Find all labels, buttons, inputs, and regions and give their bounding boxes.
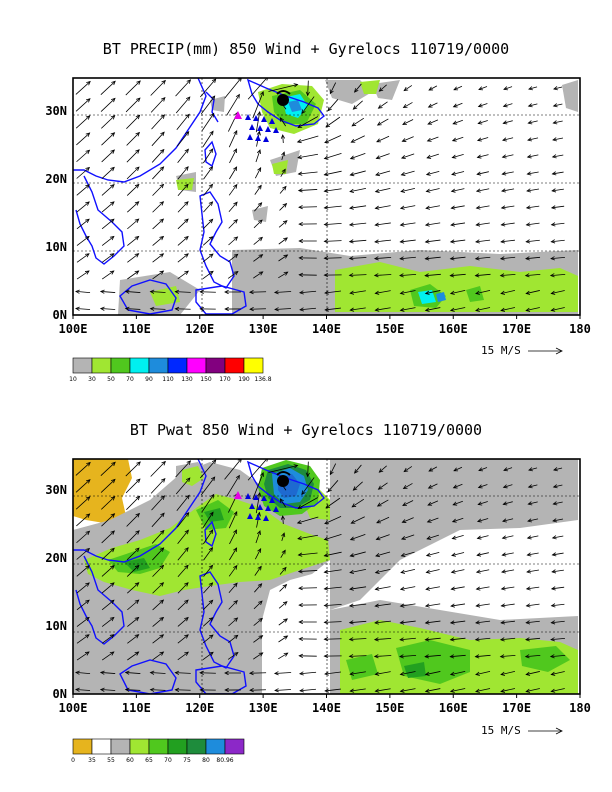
precip-y-tick-label: 30N xyxy=(45,104,67,118)
precip-axis-labels: 100E 110E 120E 130E 140E 150E 160E 170E 180 0N 10N… xyxy=(45,104,591,336)
pwat-y-tick-label: 0N xyxy=(53,687,67,701)
pwat-field xyxy=(73,459,580,694)
pwat-colorbar: 0 35 55 60 65 70 75 80 80.96 xyxy=(71,738,245,764)
precip-colorbar-label: 130 xyxy=(181,376,193,383)
precip-colorbar-label: 30 xyxy=(88,376,96,383)
pwat-vector-scale: 15 M/S xyxy=(481,724,563,737)
precip-colorbar-swatch xyxy=(148,357,169,374)
pwat-x-tick-label: 140E xyxy=(312,701,341,715)
precip-colorbar-swatch xyxy=(186,357,207,374)
precip-colorbar: 10 30 50 70 90 110 130 150 170 190 136.8 xyxy=(69,357,272,383)
precip-colorbar-label: 150 xyxy=(200,376,212,383)
precip-colorbar-swatch xyxy=(167,357,188,374)
pwat-colorbar-swatch xyxy=(186,738,207,755)
precip-colorbar-label: 110 xyxy=(162,376,174,383)
precip-gyre-markers xyxy=(234,90,291,142)
precip-vector-scale: 15 M/S xyxy=(481,344,563,357)
precip-colorbar-swatch xyxy=(205,357,226,374)
pwat-map-panel xyxy=(72,458,581,695)
pwat-colorbar-label: 75 xyxy=(183,757,191,764)
precip-x-tick-label: 150E xyxy=(375,322,404,336)
pwat-colorbar-swatch xyxy=(205,738,226,755)
pwat-colorbar-label: 55 xyxy=(107,757,115,764)
pwat-colorbar-label: 60 xyxy=(126,757,134,764)
pwat-colorbar-swatch xyxy=(224,738,245,755)
precip-y-tick-label: 20N xyxy=(45,172,67,186)
pwat-colorbar-label: 65 xyxy=(145,757,153,764)
pwat-x-tick-label: 110E xyxy=(122,701,151,715)
precip-x-tick-label: 180 xyxy=(569,322,591,336)
pwat-colorbar-swatch xyxy=(167,738,188,755)
precip-field xyxy=(73,78,580,315)
precip-colorbar-label: 190 xyxy=(238,376,250,383)
pwat-colorbar-swatch xyxy=(72,738,93,755)
pwat-x-tick-label: 170E xyxy=(502,701,531,715)
precip-x-tick-label: 160E xyxy=(439,322,468,336)
precip-colorbar-swatch xyxy=(224,357,245,374)
pwat-gyre-markers xyxy=(234,471,291,521)
pwat-colorbar-label: 80 xyxy=(202,757,210,764)
pwat-x-tick-label: 120E xyxy=(185,701,214,715)
precip-x-tick-label: 130E xyxy=(249,322,278,336)
precip-x-tick-label: 100E xyxy=(59,322,88,336)
pwat-axis-labels: 100E 110E 120E 130E 140E 150E 160E 170E 180 0N 10N… xyxy=(45,483,591,715)
precip-vector-scale-label: 15 M/S xyxy=(481,344,521,357)
pwat-colorbar-label: 80.96 xyxy=(216,757,233,764)
precip-colorbar-label: 70 xyxy=(126,376,134,383)
precip-y-tick-label: 0N xyxy=(53,308,67,322)
pwat-x-tick-label: 130E xyxy=(249,701,278,715)
precip-x-tick-label: 120E xyxy=(185,322,214,336)
precip-colorbar-swatch xyxy=(243,357,264,374)
pwat-y-tick-label: 20N xyxy=(45,551,67,565)
pwat-wind-vectors xyxy=(75,459,566,693)
pwat-x-tick-label: 160E xyxy=(439,701,468,715)
pwat-x-tick-label: 100E xyxy=(59,701,88,715)
panel-title-pwat: BT Pwat 850 Wind + Gyrelocs 110719/0000 xyxy=(129,421,483,439)
precip-x-tick-label: 110E xyxy=(122,322,151,336)
precip-colorbar-label: 136.8 xyxy=(254,376,271,383)
pwat-vector-scale-label: 15 M/S xyxy=(481,724,521,737)
pwat-y-tick-label: 10N xyxy=(45,619,67,633)
pwat-x-tick-label: 180 xyxy=(569,701,591,715)
precip-colorbar-label: 170 xyxy=(219,376,231,383)
precip-colorbar-label: 90 xyxy=(145,376,153,383)
panel-title-precip: BT PRECIP(mm) 850 Wind + Gyrelocs 110719… xyxy=(102,40,510,58)
precip-colorbar-swatch xyxy=(129,357,150,374)
precip-colorbar-swatch xyxy=(110,357,131,374)
pwat-colorbar-label: 35 xyxy=(88,757,96,764)
precip-wind-vectors xyxy=(75,78,566,312)
precip-colorbar-swatch xyxy=(91,357,112,374)
precip-x-tick-label: 170E xyxy=(502,322,531,336)
precip-colorbar-swatch xyxy=(72,357,93,374)
precip-colorbar-label: 10 xyxy=(69,376,77,383)
pwat-colorbar-swatch xyxy=(148,738,169,755)
pwat-x-tick-label: 150E xyxy=(375,701,404,715)
precip-map-panel xyxy=(72,77,581,316)
pwat-colorbar-label: 70 xyxy=(164,757,172,764)
precip-x-tick-label: 140E xyxy=(312,322,341,336)
precip-y-tick-label: 10N xyxy=(45,240,67,254)
precip-colorbar-label: 50 xyxy=(107,376,115,383)
pwat-colorbar-swatch xyxy=(91,738,112,755)
pwat-y-tick-label: 30N xyxy=(45,483,67,497)
pwat-colorbar-swatch xyxy=(129,738,150,755)
pwat-colorbar-label: 0 xyxy=(71,757,75,764)
pwat-colorbar-swatch xyxy=(110,738,131,755)
